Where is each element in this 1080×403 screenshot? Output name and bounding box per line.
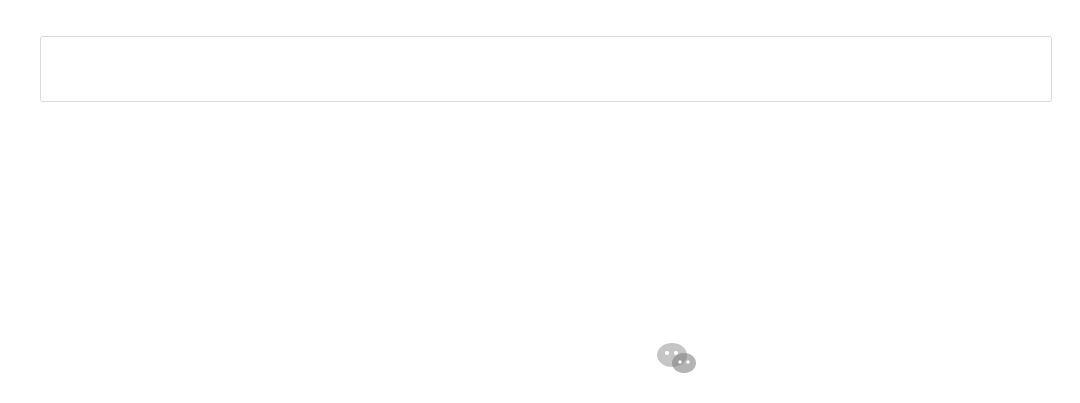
wechat-icon [657,343,696,373]
legend [40,36,1052,102]
